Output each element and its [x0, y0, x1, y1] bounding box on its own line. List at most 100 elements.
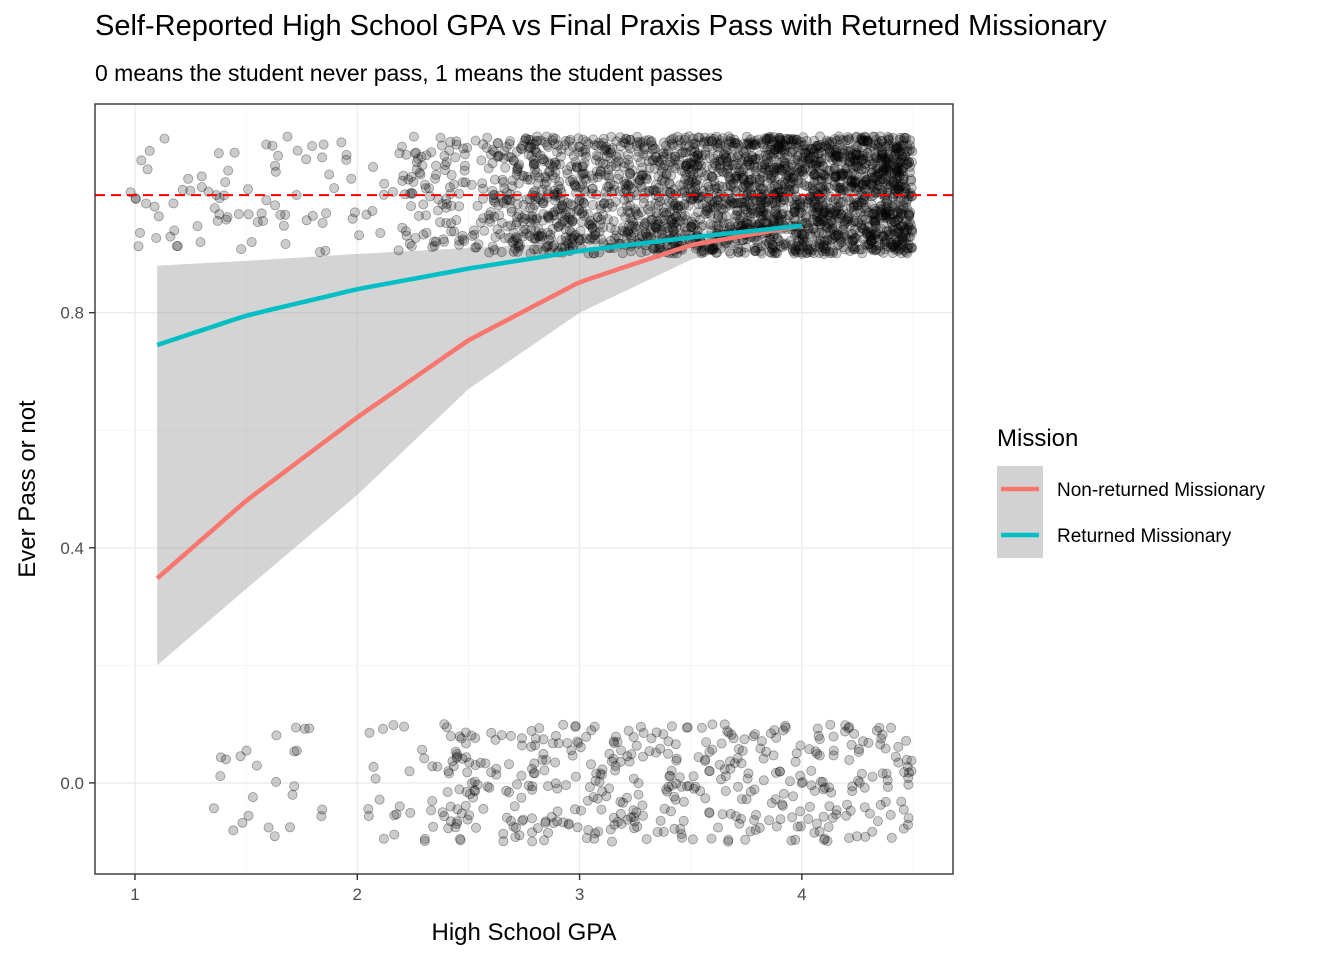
data-point — [391, 809, 402, 820]
data-point — [589, 833, 600, 844]
data-point — [852, 131, 863, 142]
data-point — [691, 174, 702, 185]
data-point — [487, 241, 498, 252]
data-point — [885, 809, 896, 820]
data-point — [614, 169, 625, 180]
data-point — [577, 206, 588, 217]
data-point — [500, 162, 511, 173]
data-point — [740, 834, 751, 845]
data-point — [484, 247, 495, 258]
data-point — [769, 144, 780, 155]
data-point — [890, 148, 901, 159]
data-point — [316, 811, 327, 822]
data-point — [834, 212, 845, 223]
data-point — [875, 188, 886, 199]
data-point — [801, 211, 812, 222]
data-point — [644, 162, 655, 173]
data-point — [788, 135, 799, 146]
data-point — [408, 131, 419, 142]
data-point — [674, 135, 685, 146]
data-point — [865, 227, 876, 238]
data-point — [901, 735, 912, 746]
data-point — [575, 235, 586, 246]
data-point — [605, 144, 616, 155]
data-point — [495, 228, 506, 239]
data-point — [794, 199, 805, 210]
data-point — [664, 178, 675, 189]
data-point — [732, 142, 743, 153]
data-point — [690, 139, 701, 150]
data-point — [263, 822, 274, 833]
data-point — [586, 232, 597, 243]
data-point — [727, 193, 738, 204]
data-point — [892, 165, 903, 176]
data-point — [651, 179, 662, 190]
data-point — [221, 214, 232, 225]
data-point — [775, 143, 786, 154]
data-point — [764, 815, 775, 826]
data-point — [773, 149, 784, 160]
data-point — [655, 743, 666, 754]
data-point — [492, 151, 503, 162]
data-point — [859, 171, 870, 182]
data-point — [420, 210, 431, 221]
data-point — [810, 160, 821, 171]
data-point — [537, 231, 548, 242]
data-point — [789, 184, 800, 195]
data-point — [787, 134, 798, 145]
data-point — [282, 131, 293, 142]
data-point — [692, 160, 703, 171]
data-point — [851, 197, 862, 208]
data-point — [693, 148, 704, 159]
data-point — [808, 201, 819, 212]
data-point — [562, 168, 573, 179]
data-point — [838, 224, 849, 235]
data-point — [466, 179, 477, 190]
data-point — [820, 207, 831, 218]
data-point — [870, 172, 881, 183]
data-point — [733, 243, 744, 254]
data-point — [683, 179, 694, 190]
data-point — [798, 231, 809, 242]
data-point — [664, 179, 675, 190]
data-point — [625, 213, 636, 224]
data-point — [587, 218, 598, 229]
data-point — [462, 142, 473, 153]
data-point — [906, 157, 917, 168]
data-point — [777, 177, 788, 188]
data-point — [867, 826, 878, 837]
data-point — [897, 240, 908, 251]
data-point — [738, 146, 749, 157]
data-point — [612, 816, 623, 827]
data-point — [209, 203, 220, 214]
data-point — [713, 822, 724, 833]
data-point — [732, 159, 743, 170]
data-point — [222, 212, 233, 223]
data-point — [489, 146, 500, 157]
data-point — [707, 243, 718, 254]
data-point — [478, 183, 489, 194]
data-point — [809, 195, 820, 206]
data-point — [755, 743, 766, 754]
data-point — [290, 722, 301, 733]
data-point — [778, 156, 789, 167]
data-point — [811, 143, 822, 154]
data-point — [363, 811, 374, 822]
data-point — [866, 167, 877, 178]
data-point — [871, 725, 882, 736]
data-point — [658, 151, 669, 162]
data-point — [807, 214, 818, 225]
data-point — [489, 244, 500, 255]
data-point — [890, 199, 901, 210]
data-point — [636, 170, 647, 181]
data-point — [583, 825, 594, 836]
data-point — [709, 176, 720, 187]
data-point — [808, 170, 819, 181]
data-point — [457, 177, 468, 188]
data-point — [869, 154, 880, 165]
data-point — [794, 207, 805, 218]
data-point — [774, 132, 785, 143]
data-point — [228, 825, 239, 836]
y-axis-title: Ever Pass or not — [14, 400, 41, 578]
data-point — [804, 801, 815, 812]
